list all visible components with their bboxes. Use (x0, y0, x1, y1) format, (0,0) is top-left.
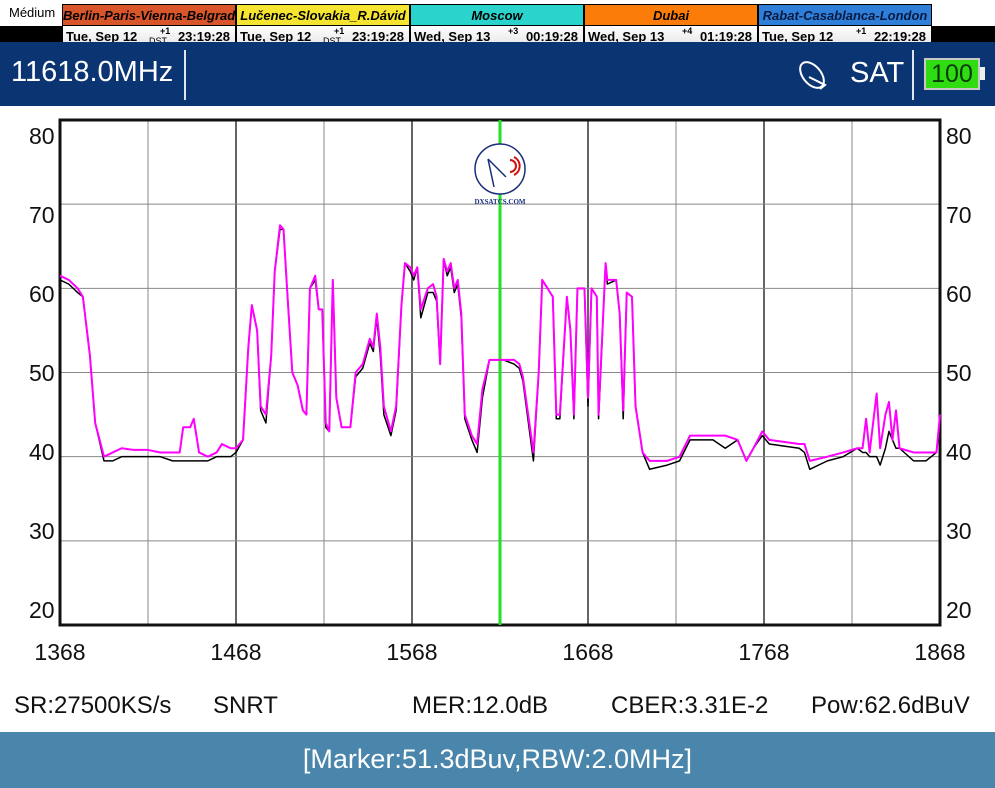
clock-time: 23:19:28 (351, 29, 404, 44)
live-trace (59, 224, 941, 462)
clock-dst: DST (323, 36, 341, 46)
y-tick-label: 80 (29, 123, 55, 149)
y-tick-label: 80 (946, 123, 972, 149)
clock-time: 01:19:28 (699, 29, 752, 44)
clock-date: Tue, Sep 12 (240, 29, 312, 44)
x-tick-label: 1868 (914, 639, 965, 665)
clock-1: Lučenec-Slovakia_R.Dávid Tue, Sep 12 +1 … (236, 4, 410, 48)
clock-time: 00:19:28 (525, 29, 578, 44)
y-tick-label: 50 (946, 360, 972, 386)
y-tick-label: 60 (946, 281, 972, 307)
clock-time: 23:19:28 (177, 29, 230, 44)
battery-icon: 100 (924, 58, 980, 90)
y-tick-label: 70 (29, 202, 55, 228)
y-tick-label: 50 (29, 360, 55, 386)
clock-offset: +1 (856, 26, 867, 36)
clock-date: Tue, Sep 12 (66, 29, 138, 44)
frequency-display[interactable]: 11618.0MHz (11, 56, 174, 88)
logo-signal (509, 156, 521, 176)
clock-offset: +1 (334, 26, 345, 36)
logo-dish (487, 158, 507, 188)
clock-date: Tue, Sep 12 (762, 29, 834, 44)
battery-tip (980, 67, 985, 80)
clock-dst: DST (149, 36, 167, 46)
symbol-rate: SR:27500KS/s (14, 692, 172, 719)
cber-value: CBER:3.31E-2 (611, 692, 769, 719)
divider (912, 50, 914, 100)
mode-label: Médium (9, 5, 56, 20)
header-bar: 11618.0MHz SAT 100 (0, 42, 995, 106)
spectrum-chart: 80 80 70 70 60 60 50 50 40 40 30 30 20 20 1368 1468 1568… (29, 118, 972, 665)
clock-city: Moscow (411, 5, 583, 26)
y-tick-label: 70 (946, 202, 972, 228)
y-tick-label: 40 (29, 439, 55, 465)
clock-date: Wed, Sep 13 (588, 29, 665, 44)
y-tick-label: 60 (29, 281, 55, 307)
clock-3: Dubai Wed, Sep 13 +4 01:19:28 (584, 4, 758, 48)
logo-circle (474, 143, 526, 195)
clock-city: Berlin-Paris-Vienna-Belgrade (63, 5, 235, 26)
y-tick-label: 30 (946, 518, 972, 544)
mer-value: MER:12.0dB (412, 692, 549, 719)
x-tick-label: 1368 (34, 639, 85, 665)
x-tick-label: 1668 (562, 639, 613, 665)
y-tick-label: 20 (29, 597, 55, 623)
clock-offset: +3 (508, 26, 519, 36)
y-tick-label: 40 (946, 439, 972, 465)
x-tick-label: 1468 (210, 639, 261, 665)
marker-readout: [Marker:51.3dBuv,RBW:2.0MHz] (0, 732, 995, 788)
clock-offset: +1 (160, 26, 171, 36)
clock-0: Berlin-Paris-Vienna-Belgrade Tue, Sep 12… (62, 4, 236, 48)
signal-mode: SAT (850, 57, 905, 89)
satellite-dish-icon (799, 61, 827, 90)
power-value: Pow:62.6dBuV (811, 692, 970, 719)
clock-city: Dubai (585, 5, 757, 26)
clock-date: Wed, Sep 13 (414, 29, 491, 44)
y-tick-label: 30 (29, 518, 55, 544)
clock-city: Rabat-Casablanca-London (759, 5, 931, 26)
mode-text: SNRT (213, 692, 278, 719)
clock-2: Moscow Wed, Sep 13 +3 00:19:28 (410, 4, 584, 48)
clock-4: Rabat-Casablanca-London Tue, Sep 12 +1 2… (758, 4, 932, 48)
logo-text: DXSATCS.COM (474, 198, 525, 206)
clock-city: Lučenec-Slovakia_R.Dávid (237, 5, 409, 26)
y-tick-label: 20 (946, 597, 972, 623)
x-tick-label: 1768 (738, 639, 789, 665)
clock-offset: +4 (682, 26, 693, 36)
x-tick-label: 1568 (386, 639, 437, 665)
clock-time: 22:19:28 (873, 29, 926, 44)
divider (184, 50, 186, 100)
